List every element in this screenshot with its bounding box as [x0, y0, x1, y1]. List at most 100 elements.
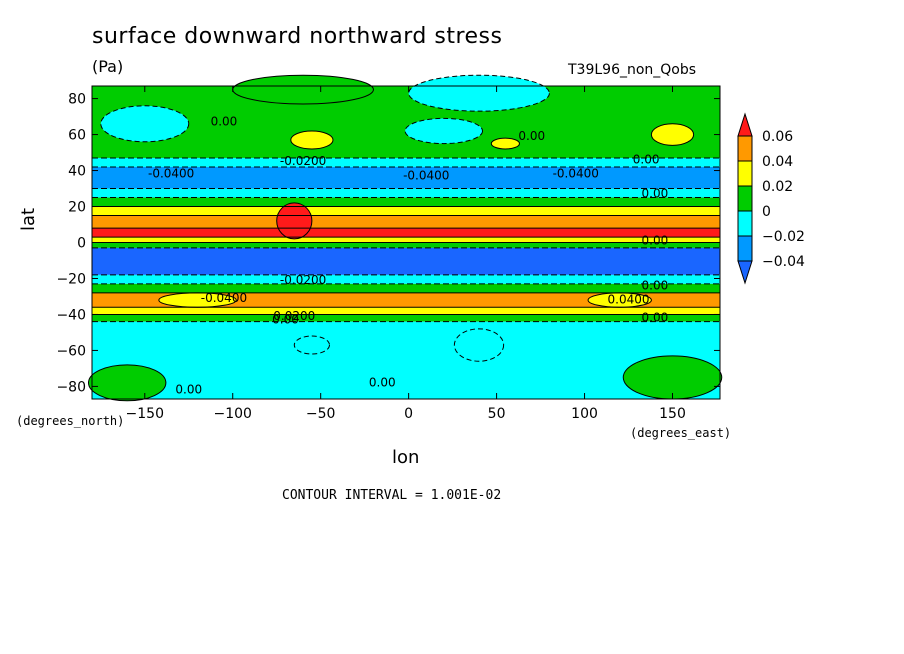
colorbar-swatch-1: [737, 135, 753, 162]
band-9: [92, 242, 720, 248]
region-6: [405, 118, 483, 144]
x-axis: −150 −100 −50 0 50 100 150: [126, 86, 686, 422]
x-axis-units: (degrees_east): [630, 426, 732, 440]
colorbar: 0.06 0.04 0.02 0 −0.02 −0.04: [737, 112, 805, 285]
region-1: [651, 123, 694, 146]
colorbar-cap-bottom: [737, 260, 753, 285]
region-7: [623, 355, 722, 399]
region-10: [294, 336, 330, 355]
y-tick-label-2: 40: [68, 164, 86, 180]
region-0: [290, 130, 333, 149]
band-7: [92, 228, 720, 238]
x-tick-label-5: 100: [571, 406, 598, 422]
contour-label-5: 0.00: [642, 278, 669, 292]
contour-label-12: -0.0400: [553, 167, 599, 181]
colorbar-swatch-5: [737, 235, 753, 262]
y-tick-label-4: 0: [77, 236, 86, 252]
region-contour-11: [276, 202, 313, 240]
band-10: [92, 247, 720, 275]
band-12: [92, 283, 720, 293]
colorbar-label-5: −0.04: [762, 254, 805, 270]
region-2: [491, 138, 520, 149]
band-2: [92, 166, 720, 189]
x-tick-label-3: 0: [404, 406, 413, 422]
band-5: [92, 206, 720, 216]
chart-title: surface downward northward stress: [92, 24, 503, 49]
contour-label-16: -0.0200: [280, 273, 326, 287]
region-contour-8: [87, 364, 167, 402]
contour-label-9: 0.00: [369, 375, 396, 389]
contour-label-0: 0.00: [211, 115, 238, 129]
plot-regions: [88, 75, 722, 401]
x-axis-label: lon: [392, 447, 420, 468]
plot-contour-labels: 0.00 0.00 0.00 0.00 0.00 0.00 0.00 0.00 0.00 0.00…: [148, 115, 668, 397]
chart-units: (Pa): [92, 57, 124, 76]
band-11: [92, 274, 720, 284]
y-tick-label-8: −80: [56, 379, 86, 395]
region-11: [276, 202, 312, 239]
y-tick-label-7: −60: [56, 343, 86, 359]
y-tick-label-0: 80: [68, 92, 86, 108]
colorbar-label-0: 0.06: [762, 129, 793, 145]
y-axis-label: lat: [18, 207, 39, 231]
band-16: [92, 321, 720, 399]
region-4: [408, 75, 550, 112]
contour-label-11: -0.0400: [403, 169, 449, 183]
contour-label-8: 0.00: [175, 383, 202, 397]
colorbar-swatch-3: [737, 185, 753, 212]
band-8: [92, 237, 720, 243]
band-4: [92, 197, 720, 207]
region-5: [100, 105, 189, 142]
contour-label-17: 0.0200: [273, 309, 315, 323]
colorbar-label-4: −0.02: [762, 229, 805, 245]
contour-label-6: 0.00: [642, 311, 669, 325]
x-tick-label-0: −150: [126, 406, 164, 422]
band-14: [92, 307, 720, 315]
y-tick-label-5: −20: [56, 271, 86, 287]
band-1: [92, 157, 720, 167]
contour-label-13: -0.0400: [201, 291, 247, 305]
region-contour-10: [293, 335, 330, 355]
x-tick-label-6: 150: [659, 406, 686, 422]
colorbar-cap-top: [737, 112, 753, 137]
band-13: [92, 292, 720, 308]
y-axis-units: (degrees_north): [16, 414, 125, 428]
contour-label-15: -0.0200: [280, 154, 326, 168]
contour-label-3: 0.00: [642, 187, 669, 201]
region-13: [588, 292, 652, 308]
x-tick-label-4: 50: [488, 406, 506, 422]
contour-label-7: 0.00: [272, 312, 299, 326]
colorbar-label-3: 0: [762, 204, 771, 220]
band-15: [92, 314, 720, 322]
y-tick-label-6: −40: [56, 307, 86, 323]
y-tick-label-1: 60: [68, 128, 86, 144]
contour-label-2: 0.00: [633, 152, 660, 166]
region-9: [454, 328, 504, 362]
band-0: [92, 86, 720, 158]
plot-contours: [87, 74, 723, 402]
region-8: [88, 364, 166, 401]
y-tick-label-3: 20: [68, 200, 86, 216]
run-label: T39L96_non_Qobs: [568, 62, 697, 78]
x-tick-label-1: −100: [214, 406, 252, 422]
band-6: [92, 215, 720, 229]
contour-interval: CONTOUR INTERVAL = 1.001E-02: [282, 488, 502, 503]
region-contour-2: [490, 137, 520, 150]
contour-label-1: 0.00: [518, 129, 545, 143]
region-contour-4: [408, 74, 550, 112]
region-contour-6: [404, 117, 484, 145]
region-contour-5: [100, 105, 190, 143]
contour-label-10: -0.0400: [148, 167, 194, 181]
colorbar-label-2: 0.02: [762, 179, 793, 195]
colorbar-swatch-2: [737, 160, 753, 187]
contour-label-4: 0.00: [642, 233, 669, 247]
plot-bands: [92, 86, 720, 399]
y-axis: 80 60 40 20 0 −20 −40 −60 −80: [56, 92, 720, 395]
colorbar-label-1: 0.04: [762, 154, 793, 170]
contour-label-14: 0.0400: [608, 293, 650, 307]
region-3: [232, 75, 374, 104]
band-3: [92, 188, 720, 198]
region-12: [158, 292, 237, 308]
region-contour-1: [650, 123, 695, 146]
